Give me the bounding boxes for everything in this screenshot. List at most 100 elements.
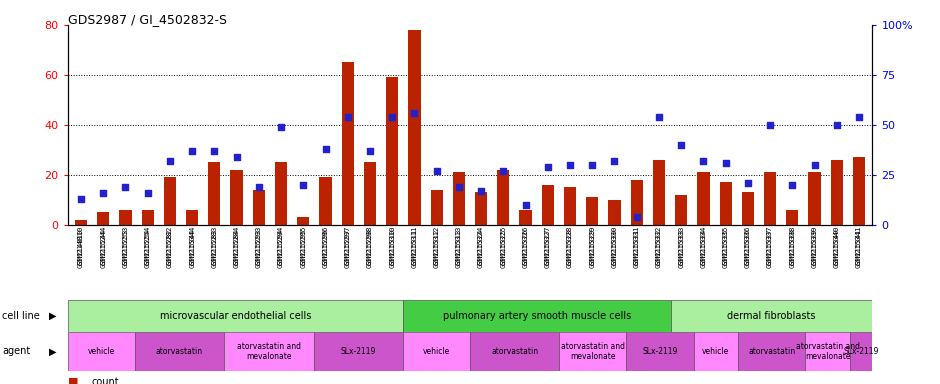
Text: GSM215253: GSM215253 [122, 228, 129, 268]
Bar [68, 332, 134, 371]
Bar [608, 200, 620, 225]
Text: atorvastatin: atorvastatin [748, 347, 795, 356]
Text: GSM215328: GSM215328 [567, 228, 573, 268]
Text: GSM215294: GSM215294 [278, 228, 284, 268]
Point [384, 114, 400, 120]
Text: GSM215311: GSM215311 [412, 228, 417, 268]
Bar [697, 172, 710, 225]
Bar [806, 332, 850, 371]
Bar [559, 332, 626, 371]
Text: GSM215327: GSM215327 [545, 228, 551, 268]
Bar [831, 160, 843, 225]
Text: GSM215334: GSM215334 [700, 228, 706, 268]
Point [807, 162, 822, 168]
Bar [694, 332, 738, 371]
Point [741, 180, 756, 186]
Bar [364, 162, 376, 225]
Bar [541, 185, 554, 225]
Bar [75, 220, 87, 225]
Text: GSM215313: GSM215313 [456, 228, 462, 268]
Point [785, 182, 800, 188]
Text: GSM215310: GSM215310 [389, 228, 395, 268]
Bar [186, 210, 198, 225]
Bar [164, 177, 176, 225]
Bar [853, 157, 865, 225]
Bar [738, 332, 806, 371]
Point [718, 160, 733, 166]
Point [184, 148, 199, 154]
Point [296, 182, 311, 188]
Bar [297, 217, 309, 225]
Text: GSM215293: GSM215293 [256, 228, 262, 268]
Bar [786, 210, 798, 225]
Point [430, 168, 445, 174]
Point [540, 164, 556, 170]
Text: atorvastatin and
mevalonate: atorvastatin and mevalonate [561, 342, 625, 361]
Text: GSM215244: GSM215244 [101, 228, 106, 268]
Bar [764, 172, 776, 225]
Text: GSM215339: GSM215339 [811, 228, 818, 268]
Text: GSM215282: GSM215282 [167, 228, 173, 268]
Text: GSM215331: GSM215331 [634, 228, 640, 268]
Text: GSM215336: GSM215336 [744, 228, 751, 268]
Point [585, 162, 600, 168]
Point [363, 148, 378, 154]
Text: GSM215312: GSM215312 [433, 228, 440, 268]
Text: dermal fibroblasts: dermal fibroblasts [728, 311, 816, 321]
Point [340, 114, 355, 120]
Bar [626, 332, 694, 371]
Point [118, 184, 133, 190]
Point [96, 190, 111, 196]
Point [207, 148, 222, 154]
Bar [431, 190, 443, 225]
Bar [808, 172, 821, 225]
Point [696, 158, 711, 164]
Text: vehicle: vehicle [423, 347, 450, 356]
Point [274, 124, 289, 130]
Bar [341, 62, 353, 225]
Text: GSM215295: GSM215295 [300, 228, 306, 268]
Text: ■: ■ [68, 377, 78, 384]
Text: GSM215341: GSM215341 [856, 228, 862, 268]
Text: GSM215333: GSM215333 [678, 228, 684, 268]
Text: GSM214810: GSM214810 [78, 228, 84, 268]
Bar [631, 180, 643, 225]
Bar [403, 300, 671, 332]
Bar [224, 332, 314, 371]
Bar [209, 162, 221, 225]
Bar [253, 190, 265, 225]
Text: GSM215340: GSM215340 [834, 228, 839, 268]
Text: GSM215283: GSM215283 [212, 228, 217, 268]
Text: GSM215332: GSM215332 [656, 228, 662, 268]
Point [762, 122, 777, 128]
Text: vehicle: vehicle [87, 347, 115, 356]
Text: GSM215324: GSM215324 [478, 228, 484, 268]
Point [251, 184, 266, 190]
Point [163, 158, 178, 164]
Text: GSM215297: GSM215297 [345, 228, 351, 268]
Text: cell line: cell line [2, 311, 39, 321]
Text: GSM215335: GSM215335 [723, 228, 728, 268]
Text: atorvastatin: atorvastatin [156, 347, 203, 356]
Text: atorvastatin: atorvastatin [491, 347, 539, 356]
Bar [652, 160, 665, 225]
Bar [119, 210, 132, 225]
Point [518, 202, 533, 208]
Point [140, 190, 155, 196]
Bar [475, 192, 487, 225]
Point [651, 114, 666, 120]
Point [229, 154, 244, 160]
Text: GDS2987 / GI_4502832-S: GDS2987 / GI_4502832-S [68, 13, 227, 26]
Point [73, 195, 88, 202]
Text: GSM215325: GSM215325 [500, 228, 507, 268]
Bar [320, 177, 332, 225]
Text: SLx-2119: SLx-2119 [843, 347, 879, 356]
Bar [386, 78, 399, 225]
Bar [470, 332, 559, 371]
Text: GSM215329: GSM215329 [589, 228, 595, 268]
Text: SLx-2119: SLx-2119 [340, 347, 376, 356]
Point [562, 162, 577, 168]
Text: GSM215337: GSM215337 [767, 228, 773, 268]
Bar [520, 210, 532, 225]
Bar [134, 332, 224, 371]
